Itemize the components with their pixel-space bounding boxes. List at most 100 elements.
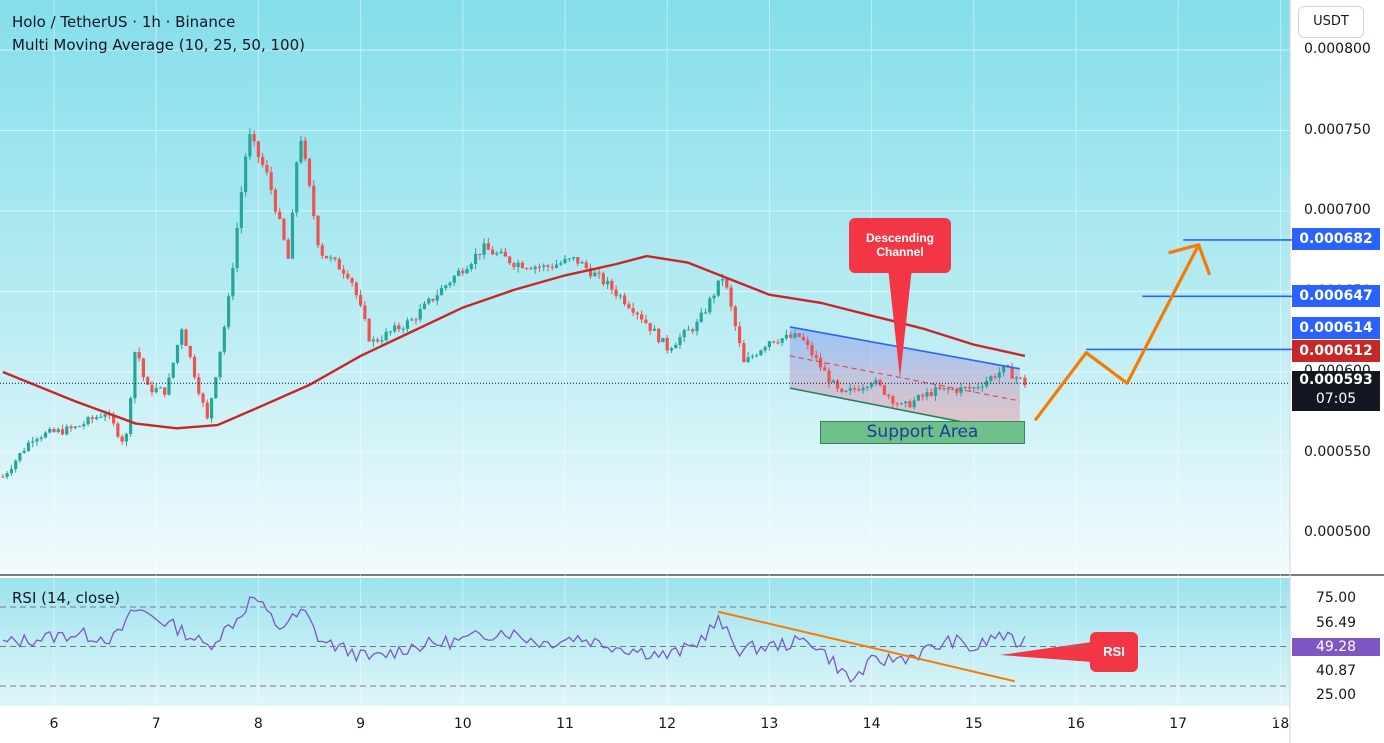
- candle-body: [73, 426, 77, 429]
- descending-channel-callout: Descending Channel: [849, 218, 951, 273]
- candle-body: [303, 140, 307, 159]
- price-axis-label: 0.000750: [1304, 121, 1371, 138]
- candle-body: [559, 263, 563, 265]
- price-axis-label: 0.000700: [1304, 202, 1371, 218]
- candle-body: [827, 370, 831, 383]
- candle-body: [22, 450, 26, 453]
- candle-body: [516, 262, 520, 268]
- candle-body: [129, 398, 133, 434]
- symbol-title[interactable]: Holo / TetherUS · 1h · Binance: [12, 13, 236, 31]
- candle-body: [580, 262, 584, 264]
- candle-body: [818, 357, 823, 368]
- candle-body: [329, 257, 333, 259]
- candle-body: [14, 460, 18, 469]
- candle-body: [320, 245, 324, 256]
- candle-body: [495, 253, 499, 255]
- candle-body: [388, 331, 393, 333]
- candle-body: [857, 389, 861, 391]
- rsi-legend[interactable]: RSI (14, close): [12, 589, 121, 607]
- candle-body: [844, 390, 848, 392]
- candle-body: [533, 266, 537, 270]
- candle-body: [439, 288, 444, 296]
- candle-body: [537, 266, 542, 268]
- ma-price-tag: 0.000612: [1292, 340, 1380, 362]
- candle-body: [755, 355, 759, 357]
- candle-body: [226, 296, 231, 327]
- candle-body: [835, 380, 840, 389]
- candle-body: [810, 345, 814, 356]
- candle-body: [137, 352, 141, 359]
- current-price-value: 0.000593: [1299, 372, 1373, 388]
- candle-body: [912, 400, 916, 408]
- candle-body: [448, 282, 452, 286]
- candle-body: [239, 192, 243, 228]
- candle-body: [631, 308, 635, 313]
- candle-body: [171, 362, 175, 378]
- candle-body: [39, 437, 43, 440]
- candle-body: [691, 329, 695, 332]
- candle-body: [652, 328, 657, 331]
- candle-body: [201, 393, 205, 403]
- candle-body: [367, 318, 371, 342]
- candle-body: [48, 428, 52, 433]
- candle-body: [584, 262, 588, 269]
- candle-body: [597, 272, 601, 274]
- candle-body: [823, 367, 827, 371]
- candle-body: [307, 158, 312, 186]
- candle-body: [997, 372, 1001, 378]
- candle-body: [899, 403, 904, 405]
- candle-body: [112, 414, 116, 424]
- candle-body: [563, 259, 567, 264]
- candle-body: [848, 388, 852, 391]
- candle-body: [955, 389, 959, 393]
- candle-body: [725, 278, 729, 288]
- rsi-low-tag: 40.87: [1292, 662, 1380, 680]
- candle-body: [508, 256, 512, 264]
- countdown-timer: 07:05: [1315, 391, 1357, 407]
- candle-body: [678, 337, 682, 346]
- candle-body: [861, 387, 865, 391]
- candle-body: [52, 428, 56, 432]
- candle-body: [571, 257, 576, 259]
- indicator-legend[interactable]: Multi Moving Average (10, 25, 50, 100): [12, 36, 305, 54]
- candle-body: [605, 280, 610, 285]
- candle-body: [337, 259, 341, 270]
- price-axis-label: 0.000800: [1304, 41, 1371, 57]
- time-axis-label: 12: [658, 716, 677, 732]
- candle-body: [410, 319, 414, 321]
- candle-body: [699, 312, 703, 322]
- currency-button[interactable]: USDT: [1298, 6, 1364, 38]
- candle-body: [82, 424, 86, 427]
- target-price-tag: 0.000647: [1292, 285, 1380, 307]
- candle-body: [269, 172, 273, 190]
- candle-body: [414, 319, 418, 321]
- candle-body: [43, 432, 48, 438]
- candle-body: [282, 218, 286, 240]
- channel-upper-line: [789, 326, 1020, 370]
- projection-arrowhead: [1168, 243, 1212, 276]
- candle-body: [31, 441, 35, 443]
- candle-body: [895, 403, 899, 405]
- candle-body: [214, 377, 218, 399]
- candle-body: [299, 140, 303, 163]
- candle-body: [363, 305, 367, 319]
- candle-body: [720, 278, 725, 281]
- candle-body: [648, 323, 652, 331]
- time-axis-label: 18: [1271, 716, 1290, 732]
- candle-body: [256, 141, 260, 157]
- candle-body: [405, 320, 410, 329]
- candle-body: [461, 270, 465, 274]
- rsi-level-upper: 75.00: [1315, 590, 1357, 606]
- candle-body: [103, 414, 107, 417]
- candle-body: [593, 272, 597, 277]
- candle-body: [882, 385, 886, 395]
- candle-body: [90, 417, 94, 419]
- candle-body: [887, 394, 891, 397]
- candle-body: [635, 312, 639, 315]
- candle-body: [65, 426, 69, 435]
- candle-body: [133, 352, 137, 399]
- candle-body: [371, 339, 375, 342]
- candle-body: [397, 325, 401, 330]
- candle-body: [18, 452, 22, 461]
